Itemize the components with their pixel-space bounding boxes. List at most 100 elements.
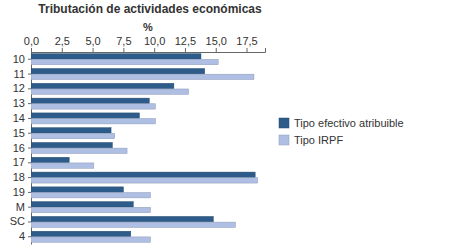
bar bbox=[31, 148, 127, 153]
bar bbox=[31, 89, 189, 94]
legend-item: Tipo IRPF bbox=[279, 134, 343, 146]
tick: M bbox=[16, 201, 31, 213]
tick: 13 bbox=[13, 97, 31, 109]
tick: 15 bbox=[13, 127, 31, 139]
bar bbox=[31, 113, 139, 118]
bar bbox=[31, 83, 174, 88]
bar bbox=[31, 163, 94, 168]
tick-mark bbox=[28, 177, 31, 178]
tick: 19 bbox=[13, 186, 31, 198]
tick-label: 5,0 bbox=[85, 35, 100, 47]
tick-mark bbox=[28, 59, 31, 60]
bar bbox=[31, 202, 133, 207]
tick-mark bbox=[28, 74, 31, 75]
title: Tributación de actividades económicas bbox=[38, 2, 262, 16]
tick-label: M bbox=[16, 201, 25, 213]
bar bbox=[31, 237, 150, 242]
bars bbox=[31, 54, 258, 242]
legend-item: Tipo efectivo atribuible bbox=[279, 117, 404, 129]
bar bbox=[31, 143, 112, 148]
bar bbox=[31, 128, 111, 133]
tick: 10,0 bbox=[144, 35, 165, 52]
tick-mark bbox=[216, 48, 217, 52]
tick-label: 2,5 bbox=[55, 35, 70, 47]
tick-mark bbox=[28, 207, 31, 208]
tick-label: 16 bbox=[13, 142, 25, 154]
tick: 2,5 bbox=[55, 35, 70, 52]
tick-label: 15,0 bbox=[206, 35, 227, 47]
tick-mark bbox=[28, 192, 31, 193]
tick: 16 bbox=[13, 142, 31, 154]
tick-label: 14 bbox=[13, 112, 25, 124]
bar bbox=[31, 69, 205, 74]
bar bbox=[31, 59, 218, 64]
bar bbox=[31, 74, 254, 79]
tick: 7,5 bbox=[116, 35, 131, 52]
bar bbox=[31, 104, 155, 109]
plot: 0,0 2,5 5,0 7,5 10,0 12,5 15,0 17,5 10 11 12 13 14 15… bbox=[10, 35, 266, 245]
tick: 18 bbox=[13, 171, 31, 183]
tick-label: 7,5 bbox=[116, 35, 131, 47]
tick: 14 bbox=[13, 112, 31, 124]
tick-label: 10 bbox=[13, 53, 25, 65]
tick-label: 12,5 bbox=[175, 35, 196, 47]
y-axis: 10 11 12 13 14 15 16 17 18 19 M SC 4 bbox=[10, 53, 32, 245]
tick-mark bbox=[123, 48, 124, 52]
bar bbox=[31, 222, 235, 227]
tick-mark bbox=[31, 48, 32, 52]
bar bbox=[31, 54, 201, 59]
tick-mark bbox=[28, 221, 31, 222]
tick: 12 bbox=[13, 82, 31, 94]
tick-mark bbox=[247, 48, 248, 52]
bar bbox=[31, 119, 155, 124]
bar bbox=[31, 98, 149, 103]
tick: 15,0 bbox=[206, 35, 227, 52]
bar bbox=[31, 207, 150, 212]
legend-swatch bbox=[279, 118, 289, 128]
bar bbox=[31, 187, 123, 192]
tick-mark bbox=[28, 162, 31, 163]
tick-label: 13 bbox=[13, 97, 25, 109]
bar bbox=[31, 193, 150, 198]
bar bbox=[31, 133, 115, 138]
tick-mark bbox=[28, 118, 31, 119]
legend-label: Tipo efectivo atribuible bbox=[294, 117, 404, 129]
bar bbox=[31, 157, 69, 162]
tick-label: 17 bbox=[13, 156, 25, 168]
tick: 4 bbox=[19, 230, 31, 242]
tick-mark bbox=[154, 48, 155, 52]
series bbox=[31, 59, 258, 242]
tick-label: 19 bbox=[13, 186, 25, 198]
tick-label: 11 bbox=[14, 68, 25, 80]
tick: 12,5 bbox=[175, 35, 196, 52]
tick-mark bbox=[28, 148, 31, 149]
tick: 10 bbox=[13, 53, 31, 65]
tick: 5,0 bbox=[85, 35, 100, 52]
legend-swatch bbox=[279, 135, 289, 145]
tick-label: SC bbox=[10, 215, 25, 227]
tick: 11 bbox=[14, 68, 31, 80]
axis-line bbox=[32, 48, 266, 53]
tick: 17 bbox=[13, 156, 31, 168]
bar bbox=[31, 178, 258, 183]
tick-label: 17,5 bbox=[236, 35, 257, 47]
tick-mark bbox=[62, 48, 63, 52]
tick-label: 12 bbox=[13, 82, 25, 94]
bar bbox=[31, 231, 131, 236]
tick-mark bbox=[185, 48, 186, 52]
tick-label: 0,0 bbox=[24, 35, 39, 47]
legend: Tipo efectivo atribuible Tipo IRPF bbox=[279, 117, 404, 146]
tick: 17,5 bbox=[236, 35, 257, 52]
bar bbox=[31, 172, 255, 177]
legend-label: Tipo IRPF bbox=[294, 134, 343, 146]
tick-label: 18 bbox=[13, 171, 25, 183]
tick-mark bbox=[28, 236, 31, 237]
tick: SC bbox=[10, 215, 31, 227]
tick-label: 4 bbox=[19, 230, 25, 242]
tick-mark bbox=[28, 103, 31, 104]
tick-mark bbox=[28, 88, 31, 89]
tick-label: 15 bbox=[13, 127, 25, 139]
tick-label: 10,0 bbox=[144, 35, 165, 47]
bar bbox=[31, 216, 213, 221]
tick: 0,0 bbox=[24, 35, 39, 52]
